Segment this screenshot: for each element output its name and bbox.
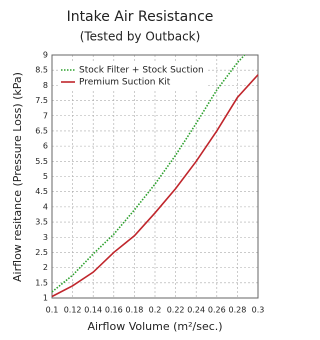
y-tick-label: 6.5 [35,126,48,135]
series-line [51,74,259,298]
legend-label: Stock Filter + Stock Suction [79,66,204,76]
y-tick-label: 9 [43,51,48,60]
y-tick-label: 5.5 [35,157,48,166]
y-tick-label: 2.5 [35,248,48,257]
y-tick-label: 4 [43,202,48,211]
y-tick-label: 8.5 [35,66,48,75]
x-tick-label: 0.28 [228,306,246,315]
y-tick-label: 7 [43,111,48,120]
plot-border [51,54,259,299]
x-tick-label: 0.3 [252,306,265,315]
y-tick-label: 8 [43,81,48,90]
x-tick-label: 0.26 [208,306,226,315]
y-tick-label: 5 [43,172,48,181]
x-axis-label: Airflow Volume (m²/sec.) [87,320,222,333]
series-line [51,54,246,293]
y-tick-label: 3 [43,233,48,242]
y-tick-label: 7.5 [35,96,48,105]
y-tick-label: 1.5 [35,278,48,287]
x-tick-label: 0.14 [84,306,102,315]
x-tick-label: 0.22 [167,306,185,315]
y-tick-label: 6 [43,142,48,151]
x-tick-label: 0.24 [187,306,205,315]
y-tick-label: 2 [43,263,48,272]
y-tick-label: 1 [43,294,48,303]
x-tick-label: 0.18 [125,306,143,315]
chart-title: Intake Air Resistance [67,9,214,25]
x-tick-label: 0.16 [105,306,123,315]
x-tick-label: 0.2 [149,306,162,315]
chart-subtitle: (Tested by Outback) [80,30,201,44]
x-tick-label: 0.12 [64,306,82,315]
x-tick-label: 0.1 [46,306,59,315]
legend-label: Premium Suction Kit [79,78,171,88]
chart: Intake Air Resistance (Tested by Outback… [11,9,265,333]
legend-box [58,63,208,89]
y-tick-label: 3.5 [35,218,48,227]
y-axis-label: Airflow resitance (Pressure Loss) (kPa) [11,72,24,282]
y-tick-label: 4.5 [35,187,48,196]
